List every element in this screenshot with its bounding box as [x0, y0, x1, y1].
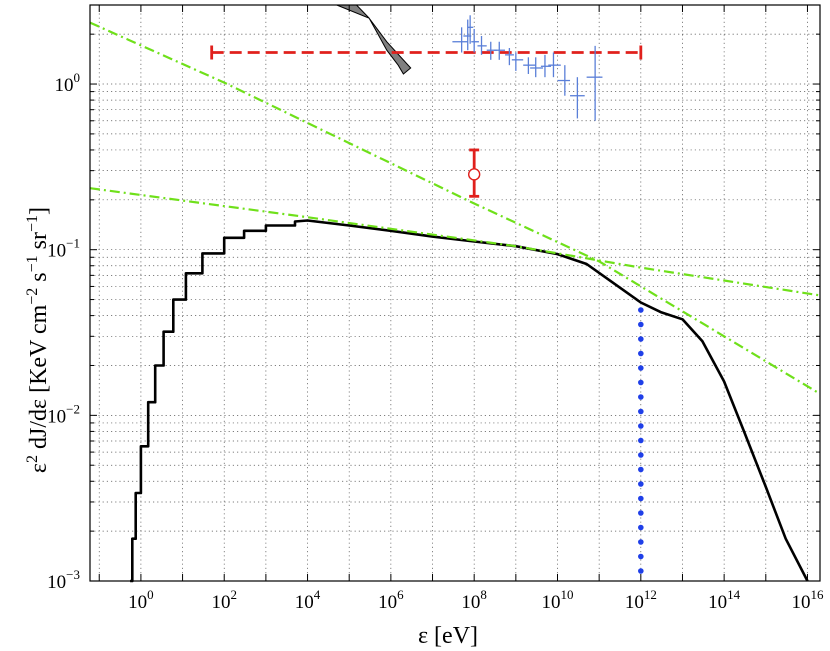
markers [210, 15, 643, 198]
y-axis-title: ε2 dJ/dε [KeV cm−2 s−1 sr−1] [24, 207, 52, 473]
x-tick-label: 108 [461, 587, 487, 613]
y-axis-title-exp3: −1 [24, 255, 41, 272]
y-tick-base: 10 [55, 75, 74, 96]
cutoff-dot [638, 394, 644, 400]
cutoff-dot [638, 350, 644, 357]
x-tick-exponent: 4 [314, 587, 321, 602]
cutoff-dot [638, 568, 644, 574]
y-tick-base: 10 [47, 406, 66, 427]
x-tick-label: 104 [295, 587, 321, 613]
x-tick-label: 1010 [542, 587, 574, 613]
x-tick-label: 1012 [625, 587, 657, 613]
y-tick-base: 10 [47, 572, 66, 593]
model-spectrum-line [130, 219, 809, 583]
cutoff-dot [638, 495, 644, 502]
cutoff-dot [638, 307, 644, 313]
cutoff-dot [638, 321, 644, 328]
y-tick-exponent: −1 [66, 236, 80, 251]
plot-frame [89, 4, 821, 582]
x-tick-label: 100 [128, 587, 154, 613]
y-axis-title-exp4: −1 [24, 215, 41, 232]
cutoff-dot [638, 481, 644, 487]
grid-lines [90, 4, 820, 582]
measurement-point [467, 168, 481, 181]
x-tick-exponent: 16 [810, 587, 824, 602]
y-axis-title-exp1: 2 [24, 455, 41, 463]
y-tick-base: 10 [47, 241, 66, 262]
x-tick-exponent: 2 [230, 587, 237, 602]
cutoff-dot [638, 524, 644, 531]
x-tick-base: 10 [708, 592, 727, 613]
gray-band [336, 4, 412, 75]
series-lines [89, 21, 821, 583]
y-axis-title-mid3: sr [26, 232, 52, 255]
x-tick-base: 10 [791, 592, 810, 613]
y-tick-exponent: −3 [66, 567, 80, 582]
cutoff-dot [638, 365, 644, 371]
x-tick-exponent: 12 [644, 587, 657, 602]
x-tick-label: 1014 [708, 587, 741, 613]
tick-labels: 100 102 104 106 108 1010 1012 1014 101610−310−21… [47, 70, 824, 613]
x-tick-exponent: 0 [147, 587, 154, 602]
x-tick-base: 10 [542, 592, 561, 613]
y-tick-exponent: 0 [74, 70, 81, 85]
axis-ticks [90, 4, 820, 582]
y-axis-title-suffix: ] [26, 207, 52, 215]
x-tick-label: 106 [378, 587, 404, 613]
x-tick-label: 1016 [791, 587, 824, 613]
y-tick-label: 10−2 [47, 401, 80, 427]
cutoff-dot [638, 437, 644, 444]
y-axis-title-mid2: s [26, 272, 52, 287]
x-tick-base: 10 [461, 592, 480, 613]
x-tick-base: 10 [128, 592, 147, 613]
x-tick-exponent: 14 [727, 587, 741, 602]
cutoff-dot [638, 553, 644, 560]
x-tick-exponent: 8 [480, 587, 487, 602]
y-axis-title-prefix: ε [26, 463, 52, 473]
x-axis-title: ε [eV] [418, 623, 478, 649]
x-tick-base: 10 [295, 592, 314, 613]
x-tick-base: 10 [625, 592, 644, 613]
x-tick-base: 10 [211, 592, 230, 613]
x-tick-base: 10 [378, 592, 397, 613]
cutoff-dot [638, 379, 644, 386]
y-axis-title-exp2: −2 [24, 288, 41, 305]
cutoff-dot [638, 510, 644, 516]
power-law-line [89, 21, 821, 395]
y-axis-title-mid: dJ/dε [KeV cm [26, 304, 52, 455]
cutoff-dot [638, 452, 644, 458]
power-law-line [89, 187, 821, 297]
y-tick-exponent: −2 [66, 401, 80, 416]
x-tick-label: 102 [211, 587, 237, 613]
y-tick-label: 10−3 [47, 567, 80, 593]
cutoff-dot [638, 408, 644, 415]
x-tick-exponent: 6 [397, 587, 404, 602]
shaded-band [336, 4, 412, 75]
cutoff-dot [638, 539, 644, 545]
y-tick-label: 10−1 [47, 236, 80, 262]
cutoff-dot [638, 466, 644, 473]
cutoff-dot [638, 423, 644, 429]
cutoff-dot [638, 336, 644, 342]
y-tick-label: 100 [55, 70, 81, 96]
x-tick-exponent: 10 [561, 587, 574, 602]
